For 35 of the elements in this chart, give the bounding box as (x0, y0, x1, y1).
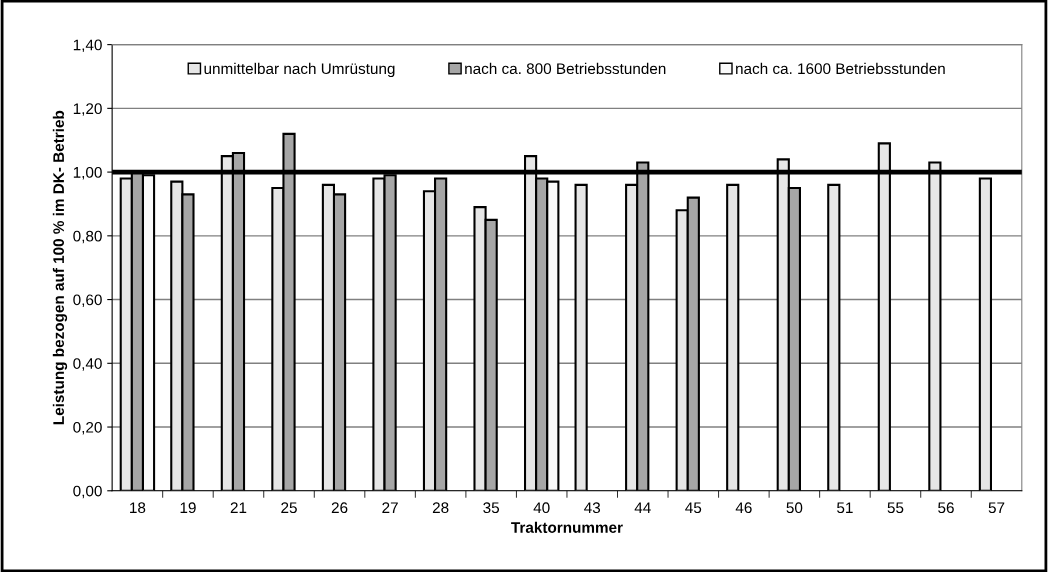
x-tick-label: 46 (735, 502, 752, 514)
legend-label: nach ca. 800 Betriebsstunden (465, 62, 666, 75)
legend-label: nach ca. 1600 Betriebsstunden (736, 62, 945, 75)
y-tick-label: 1,20 (73, 103, 102, 116)
x-tick-label: 51 (837, 502, 853, 514)
bar (978, 177, 993, 491)
x-tick-label: 18 (130, 502, 146, 514)
x-tick-label: 21 (230, 502, 247, 513)
bar (574, 183, 588, 491)
x-tick-label: 28 (432, 502, 449, 514)
x-tick-label: 27 (382, 502, 398, 513)
y-axis-title: Leistung bezogen auf 100 % im DK- Betrieb (52, 110, 68, 425)
x-tick-label: 55 (887, 502, 904, 514)
bar (827, 183, 841, 491)
x-tick-label: 35 (483, 502, 500, 514)
x-tick-label: 19 (180, 502, 196, 514)
x-tick-label: 56 (938, 502, 954, 514)
y-tick-label: 0,60 (73, 294, 102, 308)
y-tick-label: 0,20 (73, 421, 102, 435)
bar (726, 183, 740, 491)
y-tick-label: 1,00 (73, 166, 102, 180)
x-axis-title: Traktornummer (511, 521, 623, 533)
x-tick-label: 26 (331, 502, 348, 514)
legend-label: unmittelbar nach Umrüstung (204, 62, 395, 78)
x-tick-label: 44 (634, 502, 651, 513)
x-tick-label: 57 (988, 502, 1005, 514)
y-tick-label: 0,40 (73, 358, 102, 371)
x-tick-label: 40 (533, 502, 550, 514)
x-tick-label: 50 (786, 502, 803, 514)
y-tick-label: 0,80 (73, 230, 102, 244)
y-tick-label: 1,40 (73, 39, 102, 53)
x-tick-label: 25 (281, 502, 297, 514)
x-tick-label: 45 (685, 502, 702, 514)
y-tick-label: 0,00 (73, 485, 102, 499)
x-tick-label: 43 (584, 502, 601, 514)
